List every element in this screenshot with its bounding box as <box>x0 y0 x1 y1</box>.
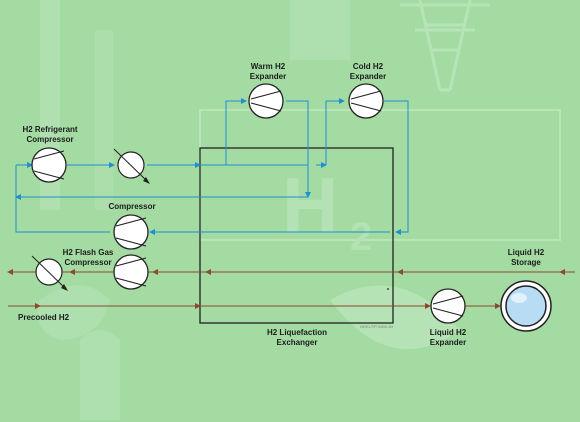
warm-h2-expander <box>248 83 284 119</box>
warm-expander-label: Warm H2 Expander <box>249 62 287 81</box>
h2-watermark: H 2 <box>282 161 372 259</box>
liquid-h2-expander <box>430 288 466 324</box>
compressor-label: Compressor <box>108 202 156 211</box>
precooled-h2-label: Precooled H2 <box>18 313 70 322</box>
compressor <box>113 214 149 250</box>
flash-gas-compressor <box>113 254 149 290</box>
hydrogen-streams <box>7 269 575 309</box>
refrigerant-cooler <box>113 148 150 184</box>
cold-expander-label: Cold H2 Expander <box>349 62 387 81</box>
svg-text:H: H <box>282 161 338 249</box>
background-decoration <box>37 0 561 420</box>
refrigerant-streams <box>15 98 409 235</box>
svg-text:2: 2 <box>350 215 372 259</box>
stream-to-cold-expander <box>226 165 326 197</box>
flash-gas-compressor-label: H2 Flash Gas Compressor <box>62 248 114 267</box>
exchanger-label: H2 Liquefaction Exchanger <box>266 328 327 347</box>
cold-h2-expander <box>348 83 384 119</box>
liquefaction-exchanger-box <box>199 147 394 324</box>
stream-recycle-left <box>15 165 110 233</box>
liquid-h2-storage-tank <box>500 280 552 332</box>
stream-cold-expander-out <box>384 100 409 235</box>
liquid-expander-label: Liquid H2 Expander <box>429 328 467 347</box>
flash-gas-cooler <box>31 255 68 291</box>
stream-cold-feed <box>325 98 345 165</box>
storage-label: Liquid H2 Storage <box>507 248 545 267</box>
exchanger-dot <box>387 288 389 290</box>
report-id-watermark: NREL/TP-5400-84 <box>360 324 393 329</box>
refrigerant-compressor-label: H2 Refrigerant Compressor <box>22 125 78 144</box>
h2-refrigerant-compressor <box>31 147 67 183</box>
stream-to-warm-expander <box>200 98 247 166</box>
